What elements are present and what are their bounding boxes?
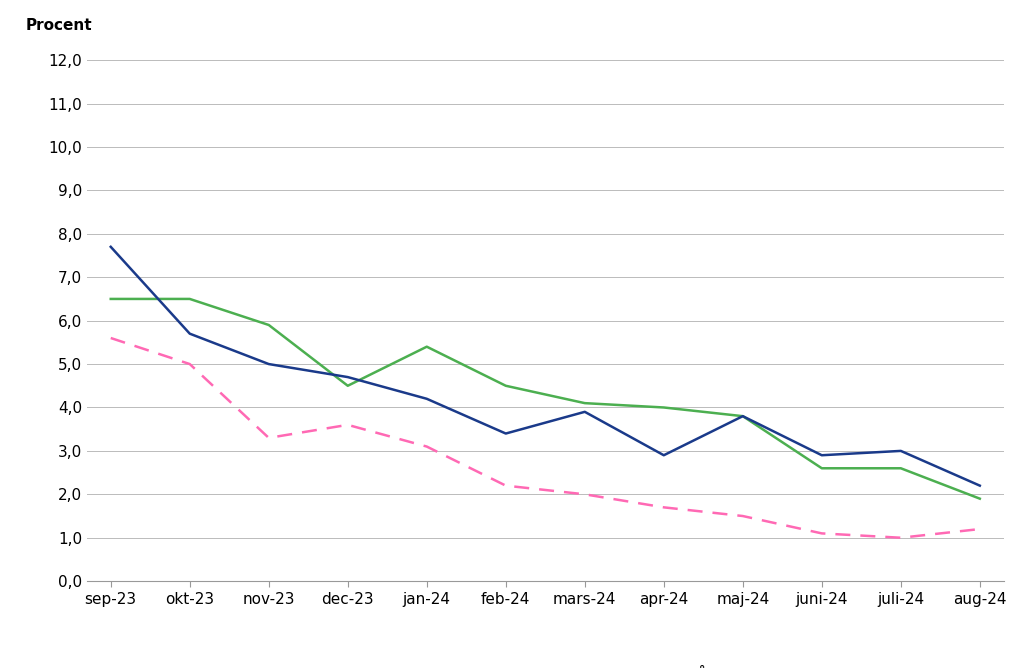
Legend: Sverige, Finland, Åland: Sverige, Finland, Åland [344,662,746,668]
Text: Procent: Procent [26,19,92,33]
